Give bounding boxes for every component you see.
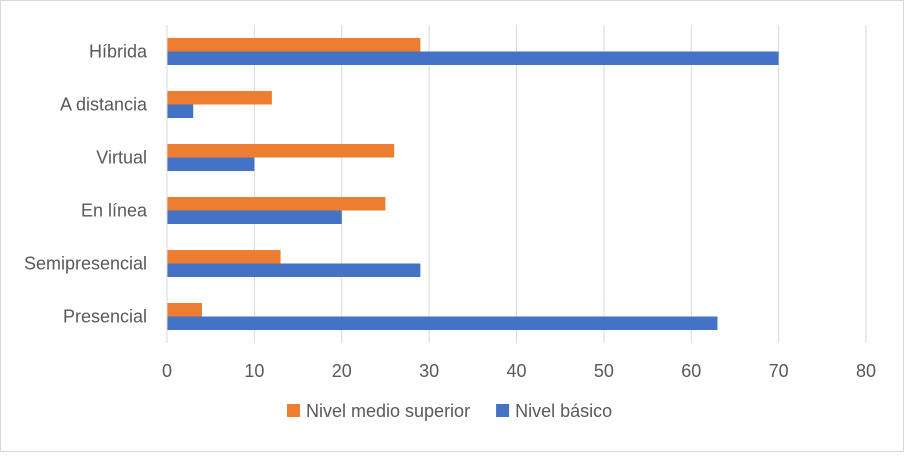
x-tick-label: 30	[419, 361, 439, 381]
category-label: Virtual	[96, 148, 147, 168]
x-tick-label: 20	[332, 361, 352, 381]
axes: 0 10 20 30 40 50 60 70 80 Presencial Semipresencia…	[24, 25, 876, 381]
category-label: A distancia	[60, 95, 148, 115]
legend-swatch-0	[287, 404, 300, 417]
x-tick-label: 50	[594, 361, 614, 381]
bars	[167, 38, 779, 330]
bar-basico-2	[167, 210, 342, 224]
legend-label-1: Nivel básico	[515, 401, 612, 421]
bar-basico-3	[167, 157, 255, 171]
x-tick-label: 80	[856, 361, 876, 381]
gridlines	[253, 25, 867, 343]
bar-basico-4	[167, 104, 194, 118]
category-label: En línea	[81, 201, 148, 221]
bar-basico-5	[167, 51, 779, 65]
x-tick-label: 0	[162, 361, 172, 381]
x-tick-label: 70	[769, 361, 789, 381]
category-label: Híbrida	[89, 42, 148, 62]
x-tick-label: 40	[506, 361, 526, 381]
legend: Nivel medio superior Nivel básico	[287, 401, 612, 421]
legend-swatch-1	[496, 404, 510, 417]
bar-basico-0	[167, 316, 718, 330]
x-tick-label: 60	[681, 361, 701, 381]
category-label: Presencial	[63, 307, 147, 327]
bar-medio-superior-4	[167, 91, 272, 105]
bar-medio-superior-3	[167, 144, 395, 158]
bar-medio-superior-5	[167, 38, 421, 52]
bar-basico-1	[167, 263, 421, 277]
legend-label-0: Nivel medio superior	[306, 401, 470, 421]
bar-medio-superior-2	[167, 197, 386, 211]
bar-medio-superior-1	[167, 250, 281, 264]
category-label: Semipresencial	[24, 254, 147, 274]
bar-medio-superior-0	[167, 303, 202, 317]
x-tick-label: 10	[244, 361, 264, 381]
